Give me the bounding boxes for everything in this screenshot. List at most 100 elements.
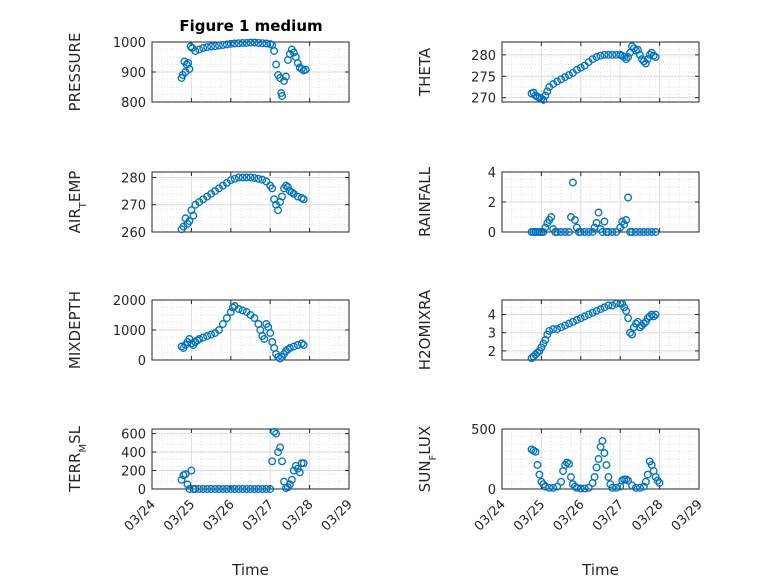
y-axis-label: MIXDEPTH	[66, 291, 84, 369]
data-point	[234, 485, 243, 493]
data-point	[641, 59, 650, 68]
data-point	[299, 459, 308, 468]
y-tick-label: 280	[471, 49, 496, 64]
data-point	[624, 53, 633, 61]
data-point	[628, 481, 636, 490]
data-point	[283, 183, 292, 191]
data-point	[234, 39, 243, 48]
y-tick-label: 2000	[113, 294, 146, 309]
subplot-h2omixra: 2 3 4 H2OMIXRA	[416, 289, 700, 370]
y-tick-label: 500	[471, 423, 496, 438]
data-point	[622, 216, 631, 224]
data-point	[580, 484, 589, 493]
data-point	[635, 50, 644, 59]
data-point	[637, 55, 646, 64]
data-point	[622, 306, 631, 315]
data-point	[218, 485, 227, 493]
data-point	[211, 485, 219, 493]
data-point	[254, 174, 263, 183]
data-point	[588, 308, 597, 317]
data-point	[258, 485, 267, 493]
data-point	[628, 330, 636, 339]
data-point	[250, 314, 259, 322]
data-point	[584, 310, 593, 319]
x-tick-label: 03/28	[629, 497, 666, 534]
data-point	[207, 330, 216, 339]
data-point	[268, 457, 277, 466]
data-point	[549, 483, 558, 492]
data-point	[297, 193, 306, 202]
data-point	[633, 45, 642, 54]
data-point	[643, 470, 652, 479]
data-point	[177, 342, 186, 351]
data-point	[238, 38, 247, 47]
data-point	[226, 485, 235, 493]
data-point	[565, 459, 573, 468]
data-point	[218, 41, 227, 49]
data-point	[557, 228, 566, 236]
data-point	[193, 336, 202, 345]
data-point	[238, 173, 247, 182]
data-point	[541, 482, 550, 491]
data-point	[185, 485, 194, 493]
data-point	[299, 341, 308, 349]
axes-frame	[501, 299, 700, 361]
data-point	[576, 63, 585, 72]
y-tick-label: 600	[121, 428, 146, 443]
data-point	[576, 228, 585, 236]
subplot-rainfall: 0 2 4 RAINFALL	[416, 166, 700, 241]
data-point	[557, 75, 566, 84]
subplot-theta: 270 275 280 THETA	[416, 41, 700, 107]
data-point	[285, 344, 294, 352]
data-point	[258, 39, 267, 48]
y-axis-label: THETA	[416, 47, 434, 97]
data-point	[588, 55, 597, 64]
data-point	[568, 178, 577, 187]
data-point	[295, 468, 304, 477]
data-point	[653, 476, 662, 485]
data-point	[553, 228, 562, 236]
data-point	[254, 485, 263, 493]
data-point	[199, 333, 208, 342]
data-point	[274, 448, 283, 457]
data-point	[278, 92, 286, 100]
data-point	[584, 483, 593, 492]
data-point	[628, 228, 636, 236]
data-point	[246, 485, 255, 493]
y-tick-label: 0	[138, 483, 146, 498]
data-point	[543, 87, 552, 96]
data-point	[272, 429, 281, 438]
data-point	[600, 449, 609, 457]
data-point	[187, 339, 196, 348]
data-point	[215, 485, 223, 493]
data-point	[643, 228, 652, 236]
data-point	[195, 335, 204, 343]
data-point	[297, 65, 306, 73]
data-point	[533, 461, 542, 469]
data-point	[266, 329, 275, 337]
data-point	[185, 335, 194, 343]
data-point	[226, 308, 235, 316]
data-point	[612, 299, 621, 308]
y-tick-label: 0	[138, 354, 146, 369]
data-point	[632, 228, 640, 236]
data-point	[545, 483, 554, 492]
x-tick-label: 03/26	[551, 497, 588, 534]
y-axis-label: SUNFLUX	[416, 426, 439, 492]
data-point	[218, 320, 227, 328]
y-axis-label: RAINFALL	[416, 166, 434, 237]
data-point	[602, 461, 611, 469]
data-point	[533, 348, 542, 357]
data-point	[254, 38, 263, 47]
data-point	[557, 323, 566, 332]
x-tick-label: 03/27	[590, 497, 627, 534]
data-point	[250, 485, 259, 493]
y-axis-label: TERRMSL	[66, 425, 89, 493]
x-tick-label: 03/28	[279, 497, 316, 534]
data-point	[287, 188, 296, 197]
x-tick-label: 03/27	[240, 497, 277, 534]
data-point	[299, 195, 308, 204]
data-point	[293, 59, 302, 67]
data-point	[651, 228, 660, 236]
